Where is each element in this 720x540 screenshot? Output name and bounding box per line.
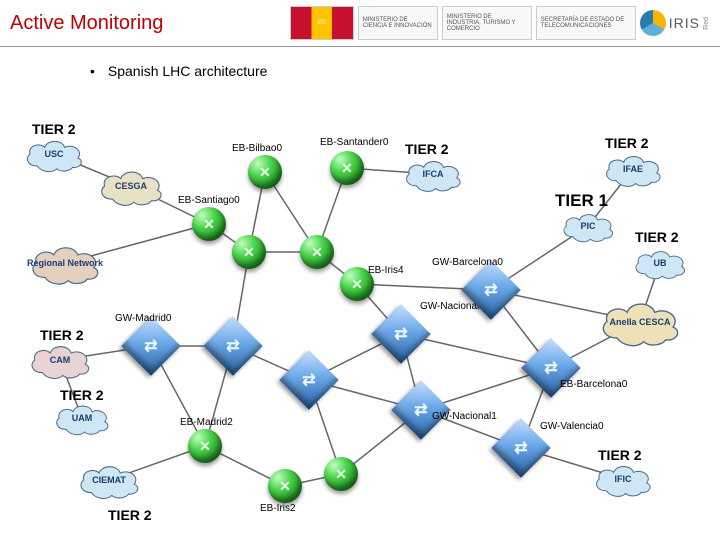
iris-logo: IRIS Red bbox=[640, 10, 710, 36]
bullet-text: Spanish LHC architecture bbox=[108, 63, 268, 79]
iris-swirl-icon bbox=[640, 10, 666, 36]
cloud-usc: USC bbox=[20, 134, 88, 174]
cloud-label-ifae: IFAE bbox=[623, 164, 643, 174]
iris-label: IRIS bbox=[669, 15, 700, 31]
tier-label-5: TIER 2 bbox=[40, 327, 84, 343]
iris-red-label: Red bbox=[703, 17, 710, 30]
tier-label-8: TIER 2 bbox=[598, 447, 642, 463]
cloud-pic: PIC bbox=[558, 207, 618, 245]
router-eb-madrid2 bbox=[188, 429, 222, 463]
label-eb-barcelona0: EB-Barcelona0 bbox=[560, 379, 627, 390]
cloud-label-ific: IFIC bbox=[615, 474, 632, 484]
gov-logos: ES MINISTERIO DE CIENCIA E INNOVACIÓN MI… bbox=[270, 6, 710, 40]
router-eb-iris4-a bbox=[232, 235, 266, 269]
label-eb-iris4-c: EB-Iris4 bbox=[368, 265, 404, 276]
cloud-label-usc: USC bbox=[44, 149, 63, 159]
tier-label-1: TIER 2 bbox=[405, 141, 449, 157]
header: Active Monitoring ES MINISTERIO DE CIENC… bbox=[0, 0, 720, 47]
cloud-label-anella: Anella CESCA bbox=[609, 317, 670, 327]
page-title: Active Monitoring bbox=[10, 12, 270, 35]
cloud-ifca: IFCA bbox=[400, 154, 466, 194]
cloud-label-ub: UB bbox=[654, 258, 667, 268]
cloud-label-regnet: Regional Network bbox=[27, 258, 103, 268]
router-eb-iris2b bbox=[324, 457, 358, 491]
switch-gw-madrid0 bbox=[130, 325, 172, 367]
bullet-row: • Spanish LHC architecture bbox=[0, 47, 720, 79]
logo-industria: MINISTERIO DE INDUSTRIA, TURISMO Y COMER… bbox=[442, 6, 532, 40]
switch-gw-valencia0 bbox=[500, 427, 542, 469]
tier-label-3: TIER 1 bbox=[555, 191, 608, 211]
bullet-icon: • bbox=[90, 63, 104, 79]
tier-label-4: TIER 2 bbox=[635, 229, 679, 245]
label-eb-santander0: EB-Santander0 bbox=[320, 137, 388, 148]
switch-gw-nacional1 bbox=[400, 389, 442, 431]
cloud-ciemat: CIEMAT bbox=[70, 459, 148, 501]
logo-gobierno: ES bbox=[290, 6, 354, 40]
cloud-label-pic: PIC bbox=[580, 221, 595, 231]
tier-label-2: TIER 2 bbox=[605, 135, 649, 151]
label-gw-nacional1: GW-Nacional1 bbox=[432, 411, 497, 422]
switch-gw-madrid-sw bbox=[288, 359, 330, 401]
label-eb-bilbao0: EB-Bilbao0 bbox=[232, 143, 282, 154]
cloud-label-ciemat: CIEMAT bbox=[92, 475, 126, 485]
cloud-cam: CAM bbox=[25, 339, 95, 381]
logo-secretaria: SECRETARÍA DE ESTADO DE TELECOMUNICACION… bbox=[536, 6, 636, 40]
tier-label-7: TIER 2 bbox=[108, 507, 152, 523]
switch-gw-nacional2 bbox=[380, 313, 422, 355]
cloud-regnet: Regional Network bbox=[20, 239, 110, 287]
tier-label-0: TIER 2 bbox=[32, 121, 76, 137]
network-diagram: USC CESGA Regional Network CAM UAM CIEMA… bbox=[0, 79, 720, 529]
cloud-ub: UB bbox=[630, 244, 690, 282]
label-eb-iris2: EB-Iris2 bbox=[260, 503, 296, 514]
router-eb-iris4-b bbox=[300, 235, 334, 269]
router-eb-bilbao0 bbox=[248, 155, 282, 189]
switch-gw-barcelona0 bbox=[470, 269, 512, 311]
cloud-label-ifca: IFCA bbox=[423, 169, 444, 179]
label-eb-santiago0: EB-Santiago0 bbox=[178, 195, 240, 206]
cloud-anella: Anella CESCA bbox=[590, 294, 690, 349]
label-gw-madrid0: GW-Madrid0 bbox=[115, 313, 172, 324]
cloud-ifae: IFAE bbox=[600, 149, 666, 189]
label-gw-barcelona0: GW-Barcelona0 bbox=[432, 257, 503, 268]
cloud-uam: UAM bbox=[50, 399, 114, 437]
cloud-label-uam: UAM bbox=[72, 413, 93, 423]
cloud-cesga: CESGA bbox=[92, 164, 170, 208]
router-eb-iris2 bbox=[268, 469, 302, 503]
router-eb-santander0 bbox=[330, 151, 364, 185]
router-eb-santiago0 bbox=[192, 207, 226, 241]
switch-gw-madrid0b bbox=[212, 325, 254, 367]
tier-label-6: TIER 2 bbox=[60, 387, 104, 403]
logo-ciencia: MINISTERIO DE CIENCIA E INNOVACIÓN bbox=[358, 6, 438, 40]
cloud-label-cam: CAM bbox=[50, 355, 71, 365]
label-gw-valencia0: GW-Valencia0 bbox=[540, 421, 604, 432]
cloud-ific: IFIC bbox=[590, 459, 656, 499]
label-eb-madrid2: EB-Madrid2 bbox=[180, 417, 233, 428]
cloud-label-cesga: CESGA bbox=[115, 181, 147, 191]
